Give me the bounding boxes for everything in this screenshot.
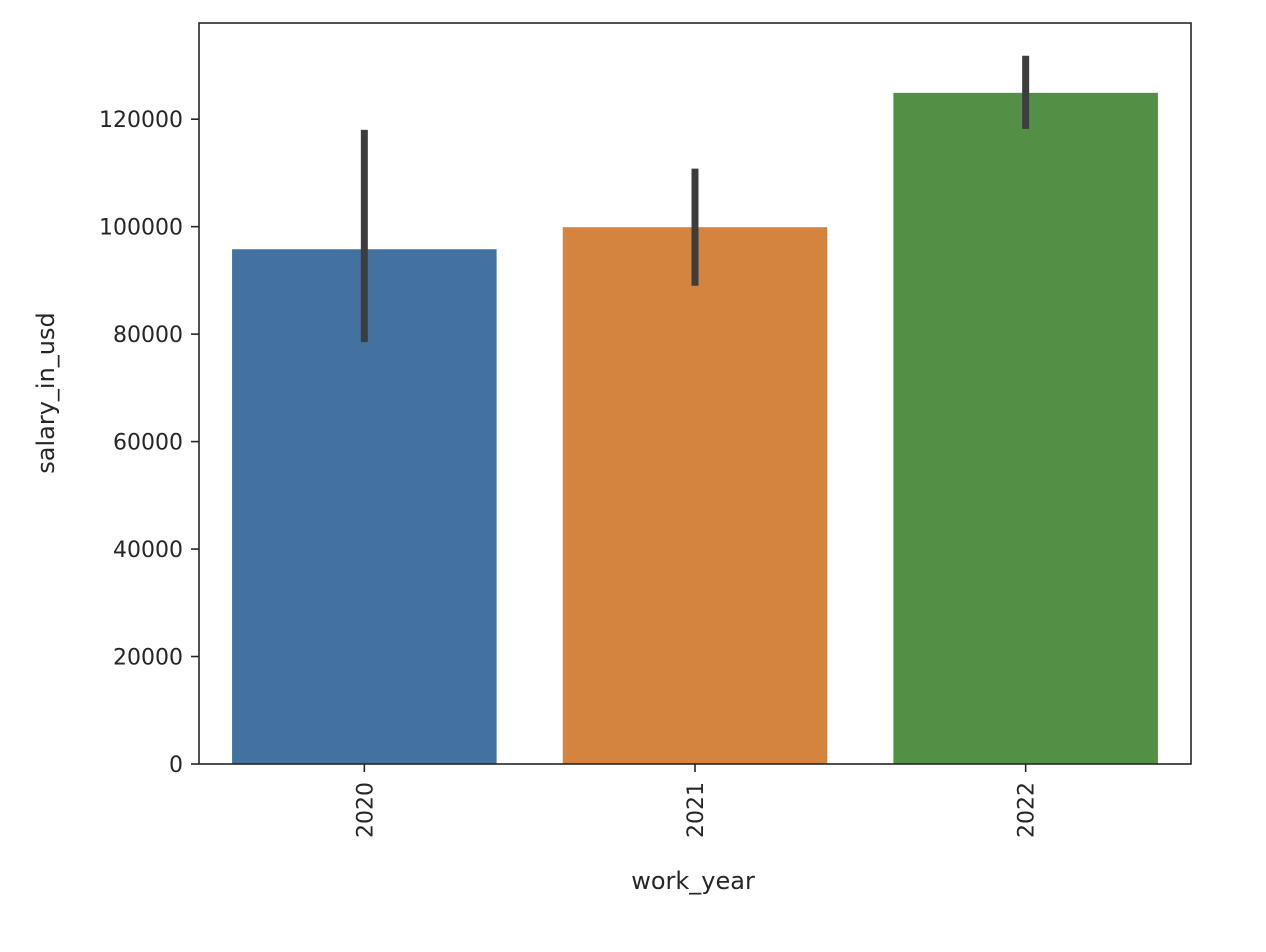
y-tick-label-80000: 80000 — [113, 323, 183, 348]
bar-2021 — [562, 227, 828, 765]
x-axis: 2020 2021 2022 — [353, 764, 1040, 838]
bars-group — [232, 92, 1158, 765]
x-tick-label-2020: 2020 — [353, 782, 378, 838]
x-tick-label-2021: 2021 — [684, 782, 709, 838]
y-axis-label: salary_in_usd — [32, 312, 60, 473]
y-axis: 0 20000 40000 60000 80000 100000 120000 — [99, 108, 199, 778]
error-bars-group — [360, 55, 1030, 343]
x-tick-label-2022: 2022 — [1015, 782, 1040, 838]
y-tick-label-40000: 40000 — [113, 538, 183, 563]
y-tick-label-20000: 20000 — [113, 646, 183, 671]
y-tick-label-100000: 100000 — [99, 216, 183, 241]
x-axis-label: work_year — [631, 867, 755, 895]
bar-2022 — [893, 92, 1158, 764]
y-tick-label-120000: 120000 — [99, 108, 183, 133]
y-tick-label-0: 0 — [169, 753, 183, 778]
y-tick-label-60000: 60000 — [113, 431, 183, 456]
